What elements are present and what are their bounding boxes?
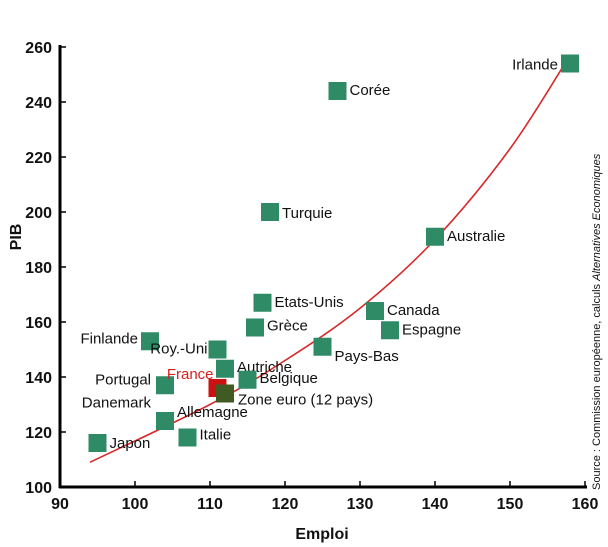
point-label: Finlande (80, 330, 138, 347)
point-marker (178, 428, 197, 447)
point-marker (328, 82, 347, 100)
point-label: Belgique (260, 370, 318, 387)
point-label: Danemark (82, 394, 152, 411)
point-label: Portugal (95, 371, 151, 388)
source-prefix: Source : Commission européenne, calculs (591, 281, 603, 490)
source-note: Source : Commission européenne, calculs … (591, 153, 603, 490)
trend-curve (89, 54, 571, 463)
point-japon: Japon (88, 434, 151, 452)
point-label: Canada (387, 302, 440, 319)
point-marker (216, 384, 234, 403)
point-marker (261, 203, 279, 221)
x-tick-label: 120 (272, 496, 299, 513)
point-allemagne: Allemagne (156, 404, 248, 430)
point-label: Espagne (402, 321, 461, 338)
source-italic: Alternatives Economiques (591, 153, 603, 282)
point-etats-unis: Etats-Unis (253, 293, 344, 312)
point-marker (246, 318, 264, 337)
x-tick-label: 110 (197, 496, 223, 513)
point-label: Corée (350, 82, 391, 99)
point-label: Pays-Bas (335, 348, 399, 365)
point-turquie: Turquie (261, 203, 332, 222)
point-marker (156, 376, 174, 395)
y-axis-title: PIB (8, 224, 25, 251)
trend-layer (89, 54, 571, 463)
y-tick-label: 260 (25, 40, 52, 57)
point-marker (216, 359, 234, 378)
point-label: Japon (110, 435, 151, 452)
x-tick-label: 150 (497, 496, 524, 513)
point-label: Irlande (512, 57, 558, 74)
x-tick-label: 140 (422, 496, 449, 513)
y-tick-label: 140 (25, 370, 52, 387)
point-marker (561, 54, 579, 73)
point-espagne: Espagne (381, 321, 461, 340)
point-marker (88, 434, 107, 452)
point-marker (381, 321, 399, 340)
point-danemark: Danemark (82, 394, 152, 411)
point-marker (253, 293, 272, 312)
point-canada: Canada (366, 302, 440, 320)
point-label: Turquie (282, 205, 332, 222)
point-label: Grèce (267, 318, 308, 335)
y-tick-label: 120 (25, 425, 52, 442)
point-italie: Italie (178, 427, 232, 447)
point-label: Australie (447, 228, 505, 245)
point-pays-bas: Pays-Bas (313, 337, 399, 365)
point-marker (238, 370, 257, 389)
point-marker (141, 332, 159, 351)
y-tick-label: 200 (25, 205, 52, 222)
x-axis-title: Emploi (295, 526, 348, 543)
y-tick-label: 240 (25, 95, 52, 112)
y-tick-label: 220 (25, 150, 52, 167)
point-marker (426, 227, 444, 246)
point-label: Zone euro (12 pays) (238, 392, 373, 409)
point-gr-ce: Grèce (246, 318, 308, 337)
point-portugal: Portugal (95, 371, 174, 395)
point-label: France (167, 366, 214, 383)
x-tick-label: 100 (122, 496, 149, 513)
point-roy-uni: Roy.-Uni (150, 340, 227, 359)
point-label: Allemagne (177, 404, 248, 421)
point-irlande: Irlande (512, 54, 579, 74)
point-cor-e: Corée (328, 82, 391, 100)
points-layer: Irlande Corée Turquie Australie Etats-Unis Ca… (80, 54, 579, 452)
point-belgique: Belgique (238, 370, 318, 389)
point-marker (313, 337, 332, 356)
point-zone-euro-12-pays: Zone euro (12 pays) (216, 384, 373, 409)
y-tick-label: 160 (25, 315, 52, 332)
x-tick-label: 130 (347, 496, 374, 513)
y-tick-label: 100 (25, 480, 52, 497)
y-tick-label: 180 (25, 260, 52, 277)
point-label: Etats-Unis (275, 294, 344, 311)
point-marker (208, 340, 227, 359)
point-marker (156, 412, 174, 430)
point-marker (366, 302, 384, 320)
point-label: Roy.-Uni (150, 341, 207, 358)
x-tick-label: 90 (51, 496, 69, 513)
point-label: Italie (200, 427, 232, 444)
point-finlande: Finlande (80, 330, 159, 351)
point-australie: Australie (426, 227, 505, 246)
x-tick-label: 160 (572, 496, 599, 513)
